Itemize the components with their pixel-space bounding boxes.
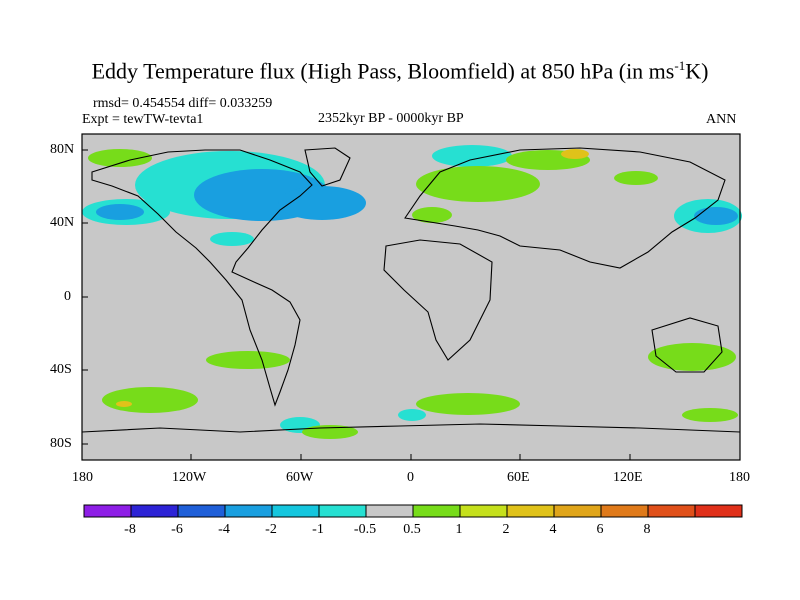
outline-greenland: [304, 147, 351, 187]
patch-southern-ocean-cyan-2: [398, 409, 426, 421]
anomaly-patches: [82, 145, 742, 439]
colorbar-label: -8: [124, 522, 136, 537]
patch-australia-green: [648, 343, 736, 371]
lon-label-180e: 180: [729, 470, 750, 485]
lat-label-80s: 80S: [50, 436, 72, 451]
colorbar-label: -6: [171, 522, 183, 537]
tick-marks: [81, 149, 741, 460]
lon-label-60w: 60W: [286, 470, 314, 485]
lat-label-40n: 40N: [50, 215, 75, 230]
colorbar-box: [365, 504, 414, 518]
lon-label-0: 0: [407, 470, 414, 485]
colorbar-box: [647, 504, 696, 518]
period-label: 2352kyr BP - 0000kyr BP: [318, 111, 464, 126]
patch-arctic-cyan: [432, 145, 512, 167]
title-superscript: -1: [674, 58, 686, 73]
patch-south-pacific-green: [206, 351, 290, 369]
patch-southeast-green: [682, 408, 738, 422]
patch-south-pacific-green-2: [102, 387, 198, 413]
colorbar-label: -1: [312, 522, 324, 537]
patch-southern-ocean-green: [416, 393, 520, 415]
lat-label-40s: 40S: [50, 362, 72, 377]
lon-label-60e: 60E: [507, 470, 530, 485]
colorbar-box: [459, 504, 508, 518]
lat-label-80n: 80N: [50, 142, 75, 157]
outline-americas: [91, 149, 313, 407]
stats-text: rmsd= 0.454554 diff= 0.033259: [93, 96, 273, 111]
lon-label-120w: 120W: [172, 470, 207, 485]
colorbar-boxes: [83, 504, 743, 518]
lon-label-120e: 120E: [613, 470, 643, 485]
colorbar-box: [224, 504, 273, 518]
patch-alaska-green: [88, 149, 152, 167]
patch-north-pacific-blue: [96, 204, 144, 220]
colorbar-label: 0.5: [403, 522, 421, 537]
title-tail: K): [685, 58, 709, 84]
colorbar-label: -2: [265, 522, 277, 537]
colorbar-box: [83, 504, 132, 518]
patch-atlantic-cyan: [210, 232, 254, 246]
patch-northwest-pacific-blue: [694, 207, 738, 225]
colorbar-box: [553, 504, 602, 518]
colorbar-box: [600, 504, 649, 518]
colorbar-box: [412, 504, 461, 518]
outline-eurasia: [404, 147, 726, 269]
colorbar-box: [506, 504, 555, 518]
colorbar: [83, 504, 743, 518]
colorbar-label: 1: [455, 522, 463, 537]
colorbar-label: 8: [643, 522, 651, 537]
patch-siberia-yellow: [561, 149, 589, 159]
lat-label-0: 0: [64, 289, 71, 304]
outline-africa: [383, 239, 493, 361]
colorbar-box: [318, 504, 367, 518]
colorbar-label: -0.5: [353, 522, 377, 537]
patch-europe-green: [412, 207, 452, 223]
colorbar-label: 6: [596, 522, 604, 537]
patch-asia-green: [614, 171, 658, 185]
lon-label-180w: 180: [72, 470, 93, 485]
experiment-label: Expt = tewTW-tevta1: [82, 112, 204, 127]
season-label: ANN: [706, 112, 737, 127]
outline-australia: [651, 317, 723, 373]
colorbar-label: 4: [549, 522, 557, 537]
title-main: Eddy Temperature flux (High Pass, Bloomf…: [91, 58, 675, 84]
colorbar-box: [694, 504, 743, 518]
patch-south-pacific-yellow: [116, 401, 132, 407]
colorbar-label: 2: [502, 522, 510, 537]
colorbar-box: [271, 504, 320, 518]
outline-antarctica: [81, 423, 741, 433]
patch-eurasia-green: [416, 166, 540, 202]
plot-title: Eddy Temperature flux (High Pass, Bloomf…: [0, 58, 800, 84]
patch-north-atlantic-blue: [278, 186, 366, 220]
colorbar-box: [177, 504, 226, 518]
coastlines: [81, 147, 741, 433]
colorbar-box: [130, 504, 179, 518]
colorbar-label: -4: [218, 522, 230, 537]
